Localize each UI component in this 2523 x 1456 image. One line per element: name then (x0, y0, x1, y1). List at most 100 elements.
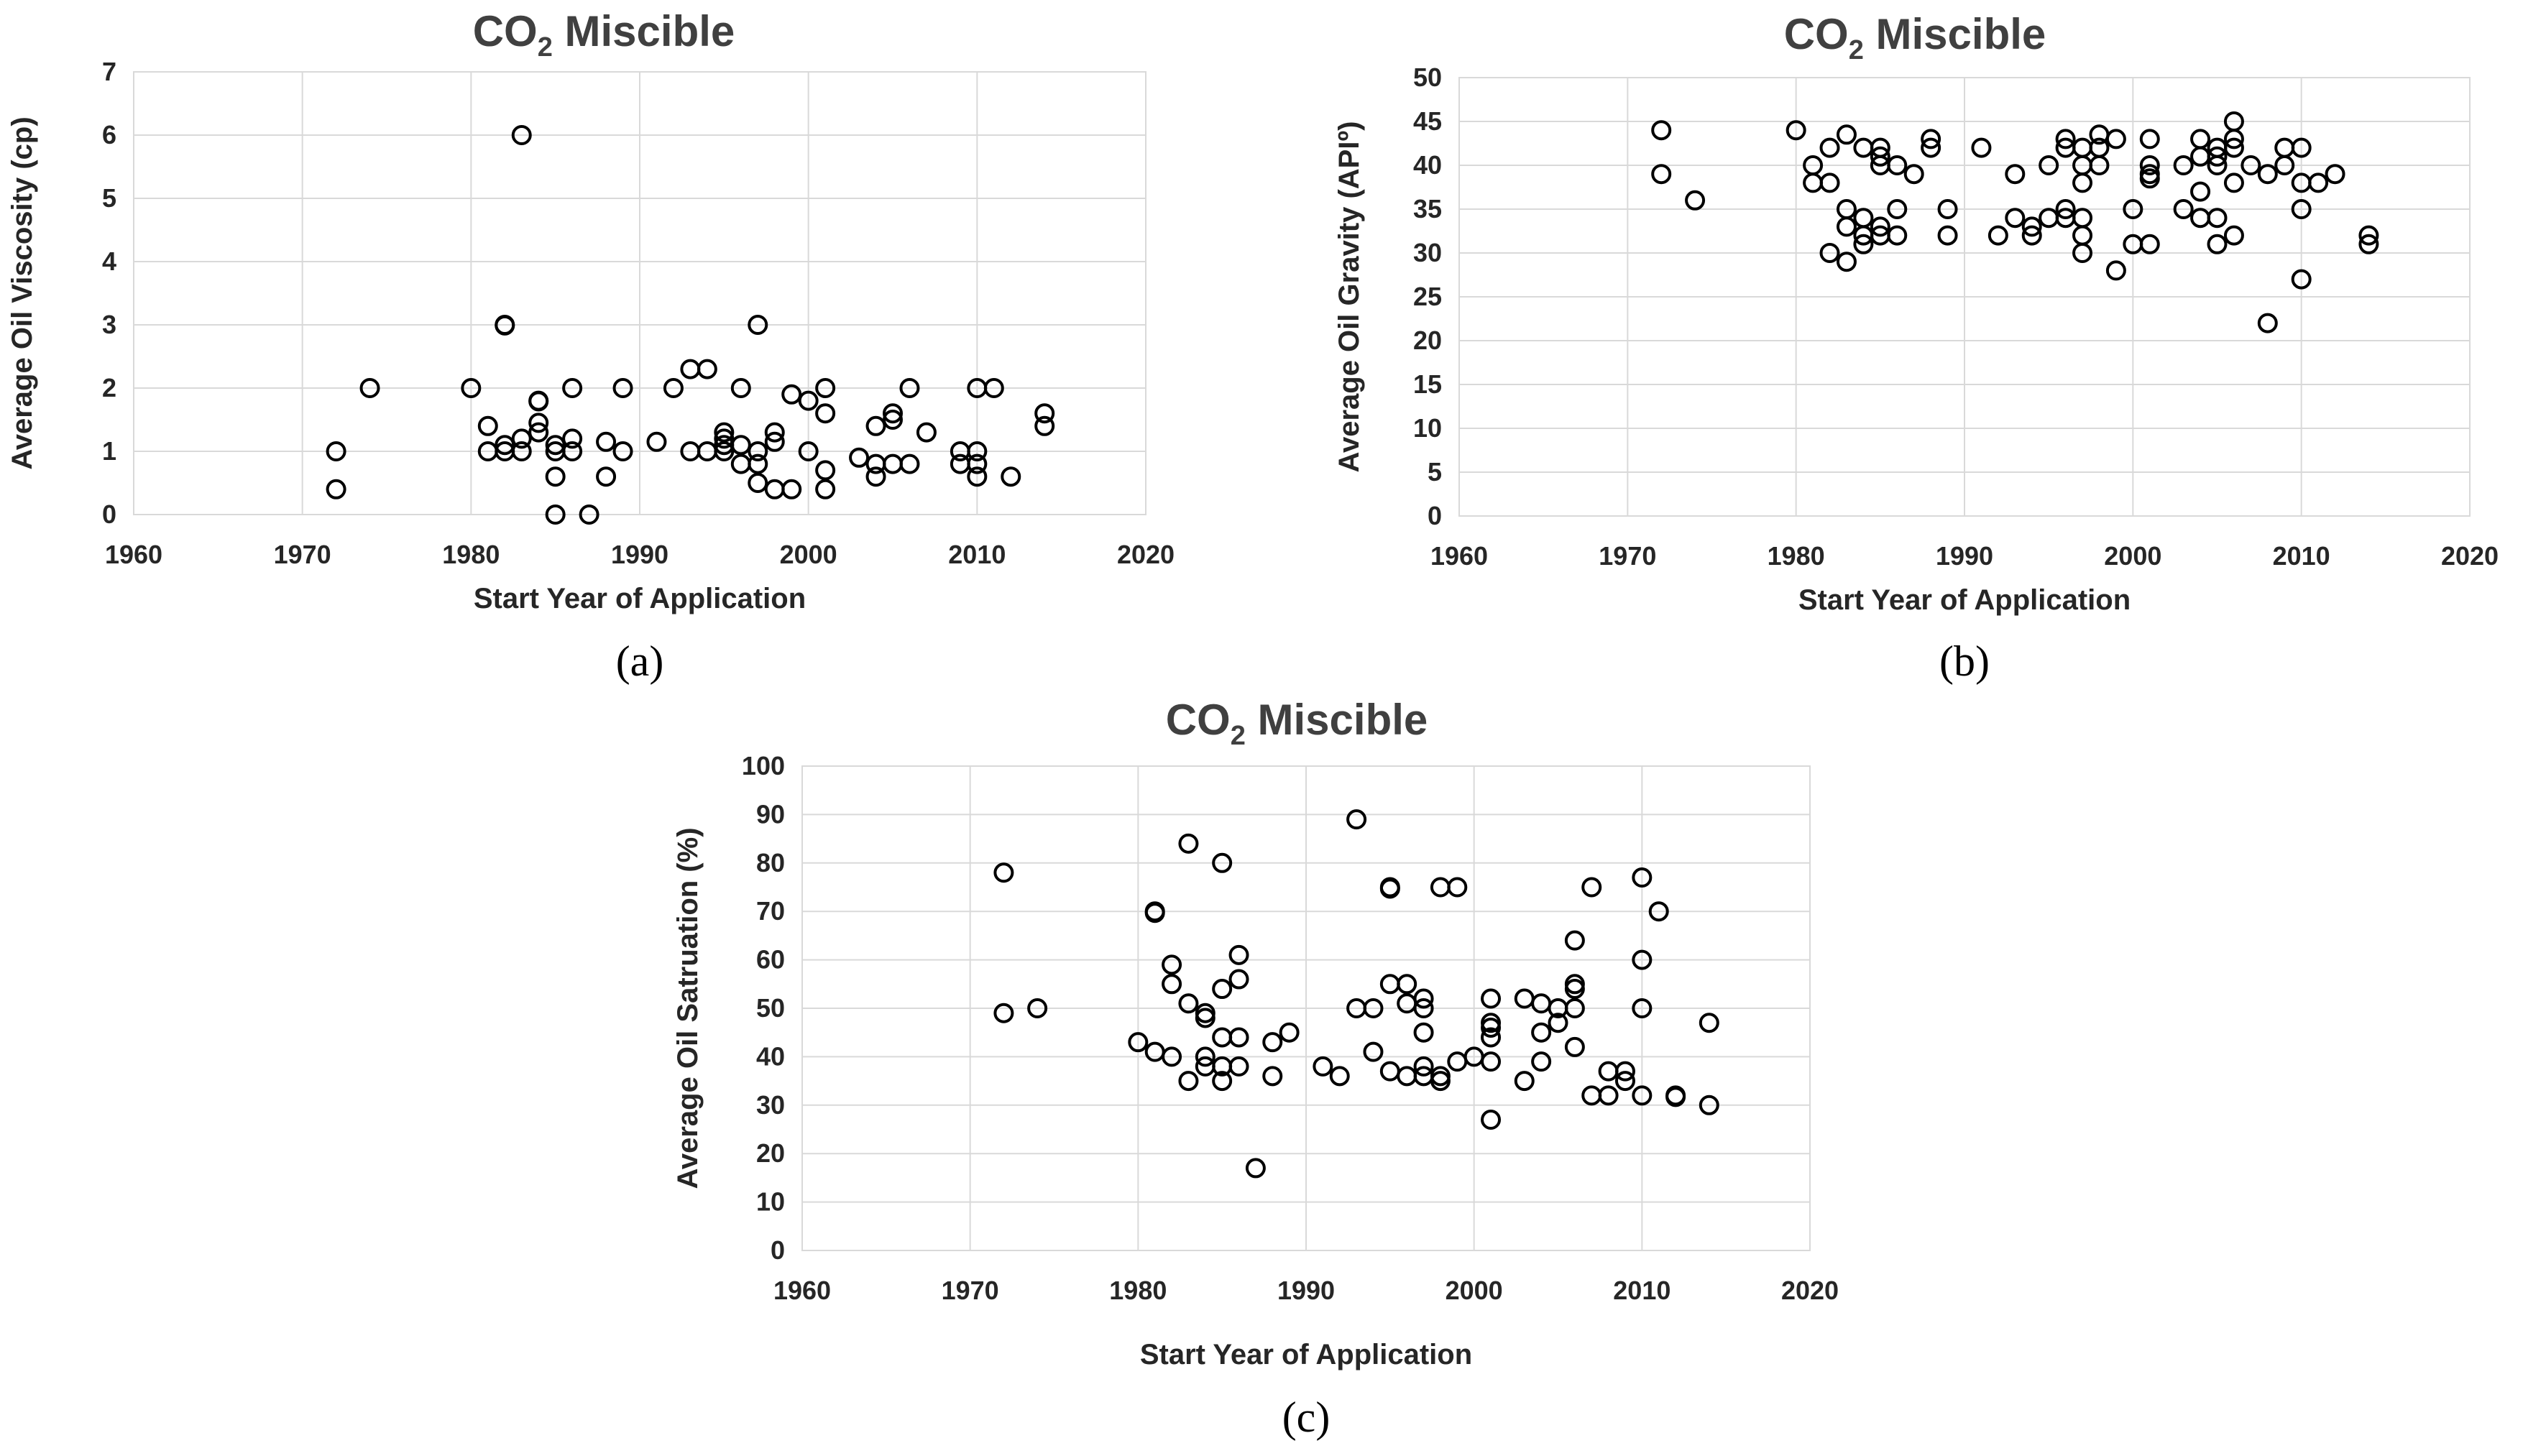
data-point (1937, 225, 1958, 246)
data-point (2274, 155, 2295, 175)
data-point (612, 441, 633, 461)
y-axis-label: Average Oil Viscosity (cp) (6, 116, 38, 469)
y-tick-label: 5 (1428, 457, 1442, 487)
y-tick-label: 40 (756, 1041, 785, 1071)
x-tick-label: 2020 (2441, 541, 2499, 571)
data-point (1228, 944, 1249, 965)
data-point (2274, 137, 2295, 158)
y-tick-label: 10 (1413, 413, 1442, 443)
data-point (1548, 1013, 1568, 1033)
data-point (1581, 877, 1602, 898)
data-point (2173, 199, 2194, 219)
y-tick-label: 20 (1413, 326, 1442, 355)
data-point (495, 435, 515, 456)
x-tick-label: 1980 (442, 540, 500, 569)
data-point (2291, 269, 2312, 290)
data-point (2257, 164, 2278, 185)
chart-title: CO2 Miscible (1784, 10, 2046, 65)
data-point (1212, 1071, 1233, 1092)
data-point (2325, 164, 2345, 185)
y-tick-label: 20 (756, 1138, 785, 1168)
data-point (1887, 199, 1908, 219)
data-point (764, 431, 785, 452)
x-tick-label: 1990 (1936, 541, 1993, 571)
y-tick-label: 80 (756, 848, 785, 877)
data-point (1034, 403, 1055, 424)
data-point (983, 378, 1004, 398)
x-tick-label: 2020 (1117, 540, 1175, 569)
data-point (1245, 1158, 1266, 1179)
data-point (596, 431, 617, 452)
data-point (2123, 199, 2143, 219)
y-tick-label: 1 (102, 436, 116, 466)
data-point (2039, 208, 2059, 229)
data-point (2005, 208, 2026, 229)
data-point (1853, 137, 1874, 158)
data-point (815, 378, 836, 398)
data-point (359, 378, 380, 398)
data-point (2072, 243, 2093, 263)
y-tick-label: 6 (102, 120, 116, 149)
x-tick-label: 1960 (1430, 541, 1488, 571)
data-point (1001, 466, 1021, 487)
data-point (815, 460, 836, 481)
x-tick-label: 1990 (611, 540, 668, 569)
data-point (967, 441, 988, 461)
data-point (2223, 225, 2244, 246)
data-point (1921, 129, 1941, 149)
data-point (950, 453, 970, 474)
data-point (1870, 146, 1890, 167)
y-tick-label: 2 (102, 373, 116, 402)
data-point (2358, 225, 2379, 246)
data-point (1887, 155, 1908, 175)
data-point (1397, 993, 1417, 1014)
plot-frame (801, 765, 1811, 1251)
data-point (1564, 930, 1585, 951)
data-point (714, 441, 735, 461)
data-point (993, 862, 1014, 883)
data-point (562, 441, 583, 461)
data-point (2207, 208, 2228, 229)
data-point (2173, 155, 2194, 175)
data-point (764, 479, 785, 499)
x-tick-label: 1960 (773, 1276, 831, 1305)
data-point (1481, 1051, 1502, 1072)
data-point (1531, 1051, 1552, 1072)
chart-b: 0 5 10 15 20 25 30 35 40 45 50 1960 1970 1980 1990 2000… (1333, 10, 2499, 685)
plot-frame (133, 71, 1146, 515)
data-point (2257, 313, 2278, 333)
x-axis-label: Start Year of Application (1140, 1339, 1472, 1370)
data-point (2105, 260, 2126, 281)
data-point (1819, 137, 1840, 158)
y-tick-label: 40 (1413, 150, 1442, 180)
x-tick-label: 1980 (1109, 1276, 1167, 1305)
x-tick-label: 1970 (1599, 541, 1656, 571)
y-tick-label: 3 (102, 310, 116, 339)
data-point (1346, 809, 1367, 830)
data-point (1614, 1061, 1635, 1082)
data-point (1987, 225, 2008, 246)
x-tick-label: 1970 (942, 1276, 999, 1305)
y-tick-label: 35 (1413, 194, 1442, 224)
chart-title-subscript: 2 (1231, 721, 1246, 751)
data-point (1514, 988, 1535, 1009)
data-point (1853, 234, 1874, 254)
chart-title-main: CO (473, 7, 538, 55)
data-point (865, 466, 886, 487)
data-point (2358, 234, 2379, 254)
chart-title: CO2 Miscible (473, 7, 735, 63)
data-point (1531, 993, 1552, 1014)
data-point (1632, 1085, 1653, 1106)
x-tick-label: 2020 (1781, 1276, 1839, 1305)
data-point (2291, 137, 2312, 158)
data-point (2072, 137, 2093, 158)
data-point (730, 435, 751, 456)
data-point (1937, 199, 1958, 219)
data-point (2190, 146, 2211, 167)
data-point (596, 466, 617, 487)
data-point (1178, 1071, 1199, 1092)
y-tick-label: 45 (1413, 106, 1442, 136)
data-point (1836, 252, 1857, 272)
data-point (1313, 1056, 1333, 1077)
data-point (1887, 225, 1908, 246)
